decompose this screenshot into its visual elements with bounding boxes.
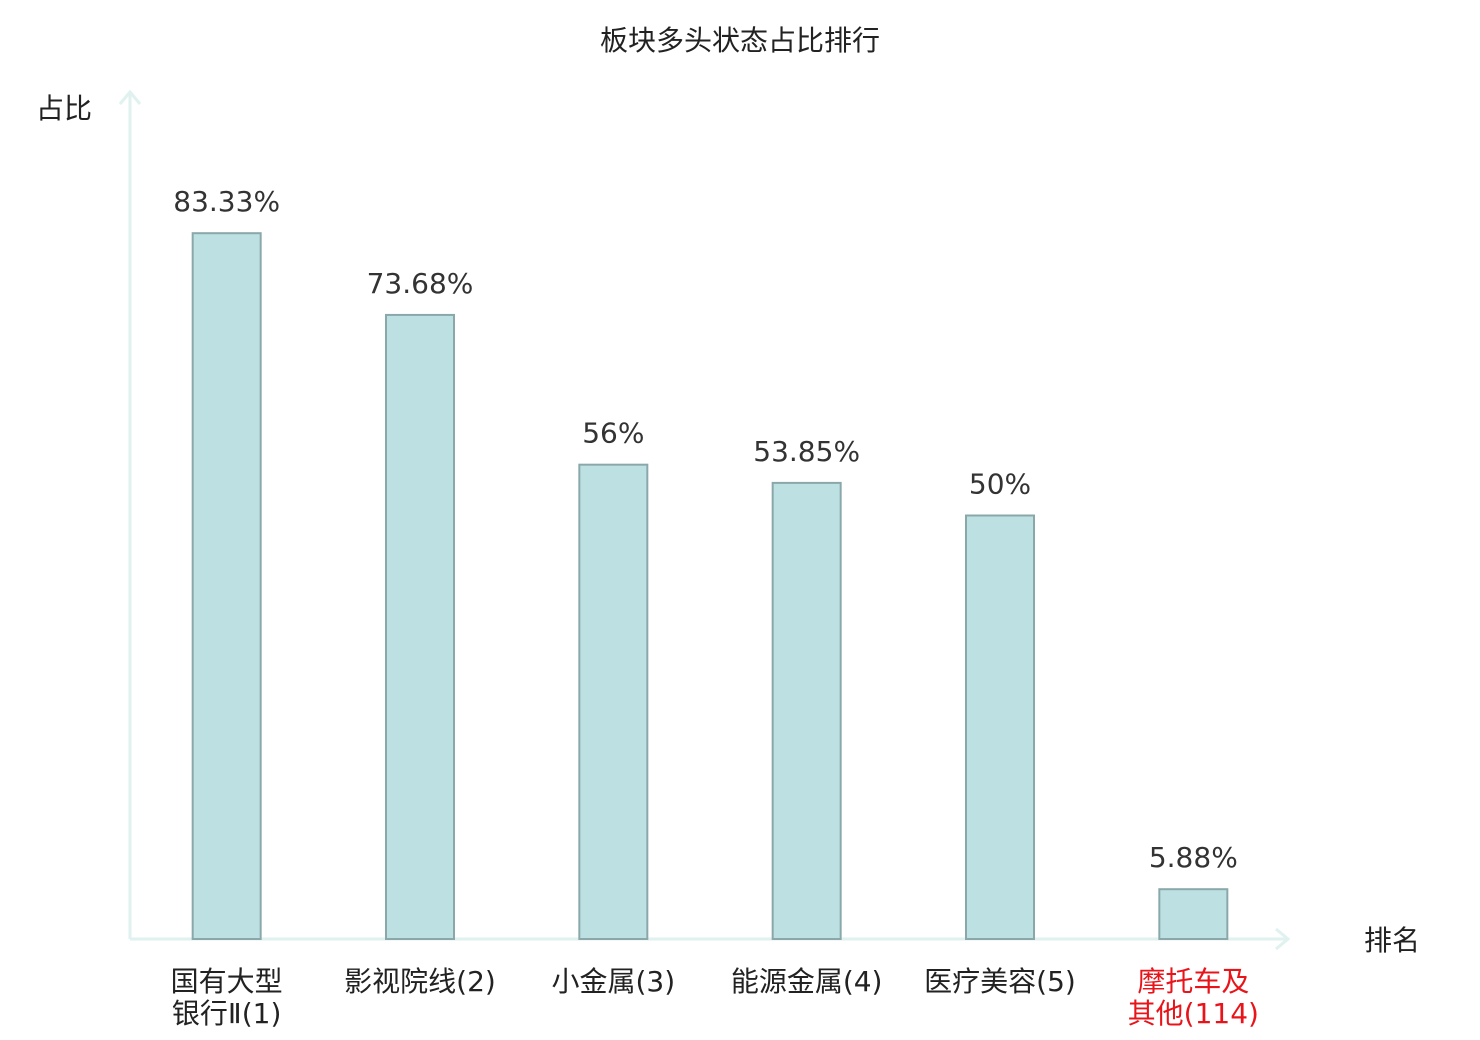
axes bbox=[118, 89, 1291, 951]
bar bbox=[965, 514, 1035, 940]
bar bbox=[771, 481, 842, 940]
bar bbox=[1158, 888, 1229, 941]
x-tick-label: 国有大型 银行Ⅱ(1) bbox=[170, 965, 283, 1030]
chart-title: 板块多头状态占比排行 bbox=[600, 24, 880, 57]
x-axis-label: 排名 bbox=[1364, 924, 1420, 957]
x-tick-label: 影视院线(2) bbox=[344, 965, 496, 998]
bar bbox=[385, 313, 455, 940]
bar bbox=[191, 232, 262, 941]
value-label: 50% bbox=[969, 468, 1031, 501]
x-tick-label: 能源金属(4) bbox=[730, 965, 883, 998]
value-label: 73.68% bbox=[367, 267, 474, 300]
value-label: 53.85% bbox=[753, 435, 860, 468]
bar bbox=[578, 463, 649, 940]
x-arrow bbox=[1275, 927, 1291, 951]
x-tick-label: 医疗美容(5) bbox=[924, 965, 1076, 998]
value-label: 5.88% bbox=[1149, 841, 1238, 874]
y-axis-label: 占比 bbox=[36, 92, 92, 125]
x-tick-label: 小金属(3) bbox=[551, 965, 676, 998]
value-label: 56% bbox=[582, 417, 644, 450]
y-arrow bbox=[118, 89, 142, 105]
value-label: 83.33% bbox=[173, 185, 280, 218]
x-tick-label: 摩托车及 其他(114) bbox=[1127, 965, 1259, 1030]
